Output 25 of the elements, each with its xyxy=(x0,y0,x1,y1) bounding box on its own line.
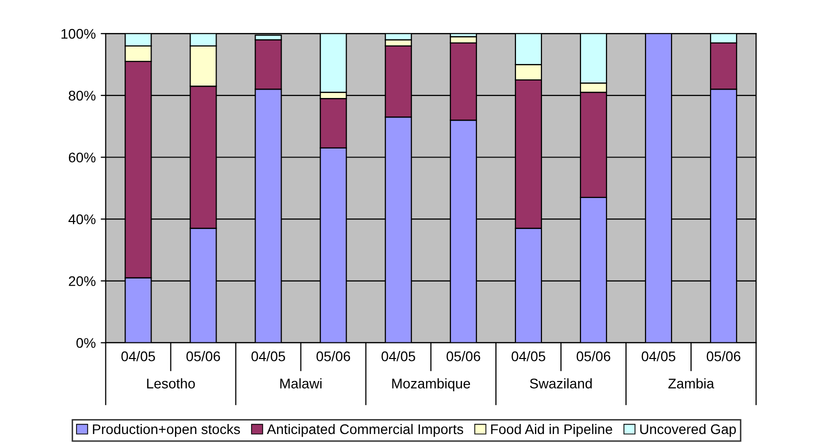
text: Lesotho xyxy=(147,378,195,388)
x-tick-label: 04/05 xyxy=(251,351,286,362)
legend-label: Food Aid in Pipeline xyxy=(491,424,612,437)
y-tick-label: 100% xyxy=(62,28,96,39)
y-tick-label: 40% xyxy=(68,214,96,224)
x-tick-label: 04/05 xyxy=(382,351,416,362)
x-tick-label: 04/05 xyxy=(642,351,676,362)
legend-label: Anticipated Commercial Imports xyxy=(266,424,464,437)
text: Zambia xyxy=(668,378,714,388)
legend-label: Uncovered Gap xyxy=(640,424,736,437)
x-tick-label: 05/06 xyxy=(316,351,350,362)
y-tick-label: 0% xyxy=(76,338,96,348)
text: Swaziland xyxy=(530,378,592,388)
text: Malawi xyxy=(280,378,322,388)
legend-label: Production+open stocks xyxy=(92,424,240,437)
y-tick-label: 20% xyxy=(68,276,96,286)
x-tick-label: 04/05 xyxy=(512,351,546,362)
x-tick-label: 05/06 xyxy=(576,351,610,362)
x-tick-label: 05/06 xyxy=(706,351,740,362)
x-tick-label: 05/06 xyxy=(446,351,480,362)
x-tick-label: 05/06 xyxy=(186,351,220,362)
x-tick-label: 04/05 xyxy=(121,351,156,362)
y-tick-label: 60% xyxy=(68,152,96,162)
y-tick-label: 80% xyxy=(68,90,96,101)
text: Mozambique xyxy=(392,378,470,392)
